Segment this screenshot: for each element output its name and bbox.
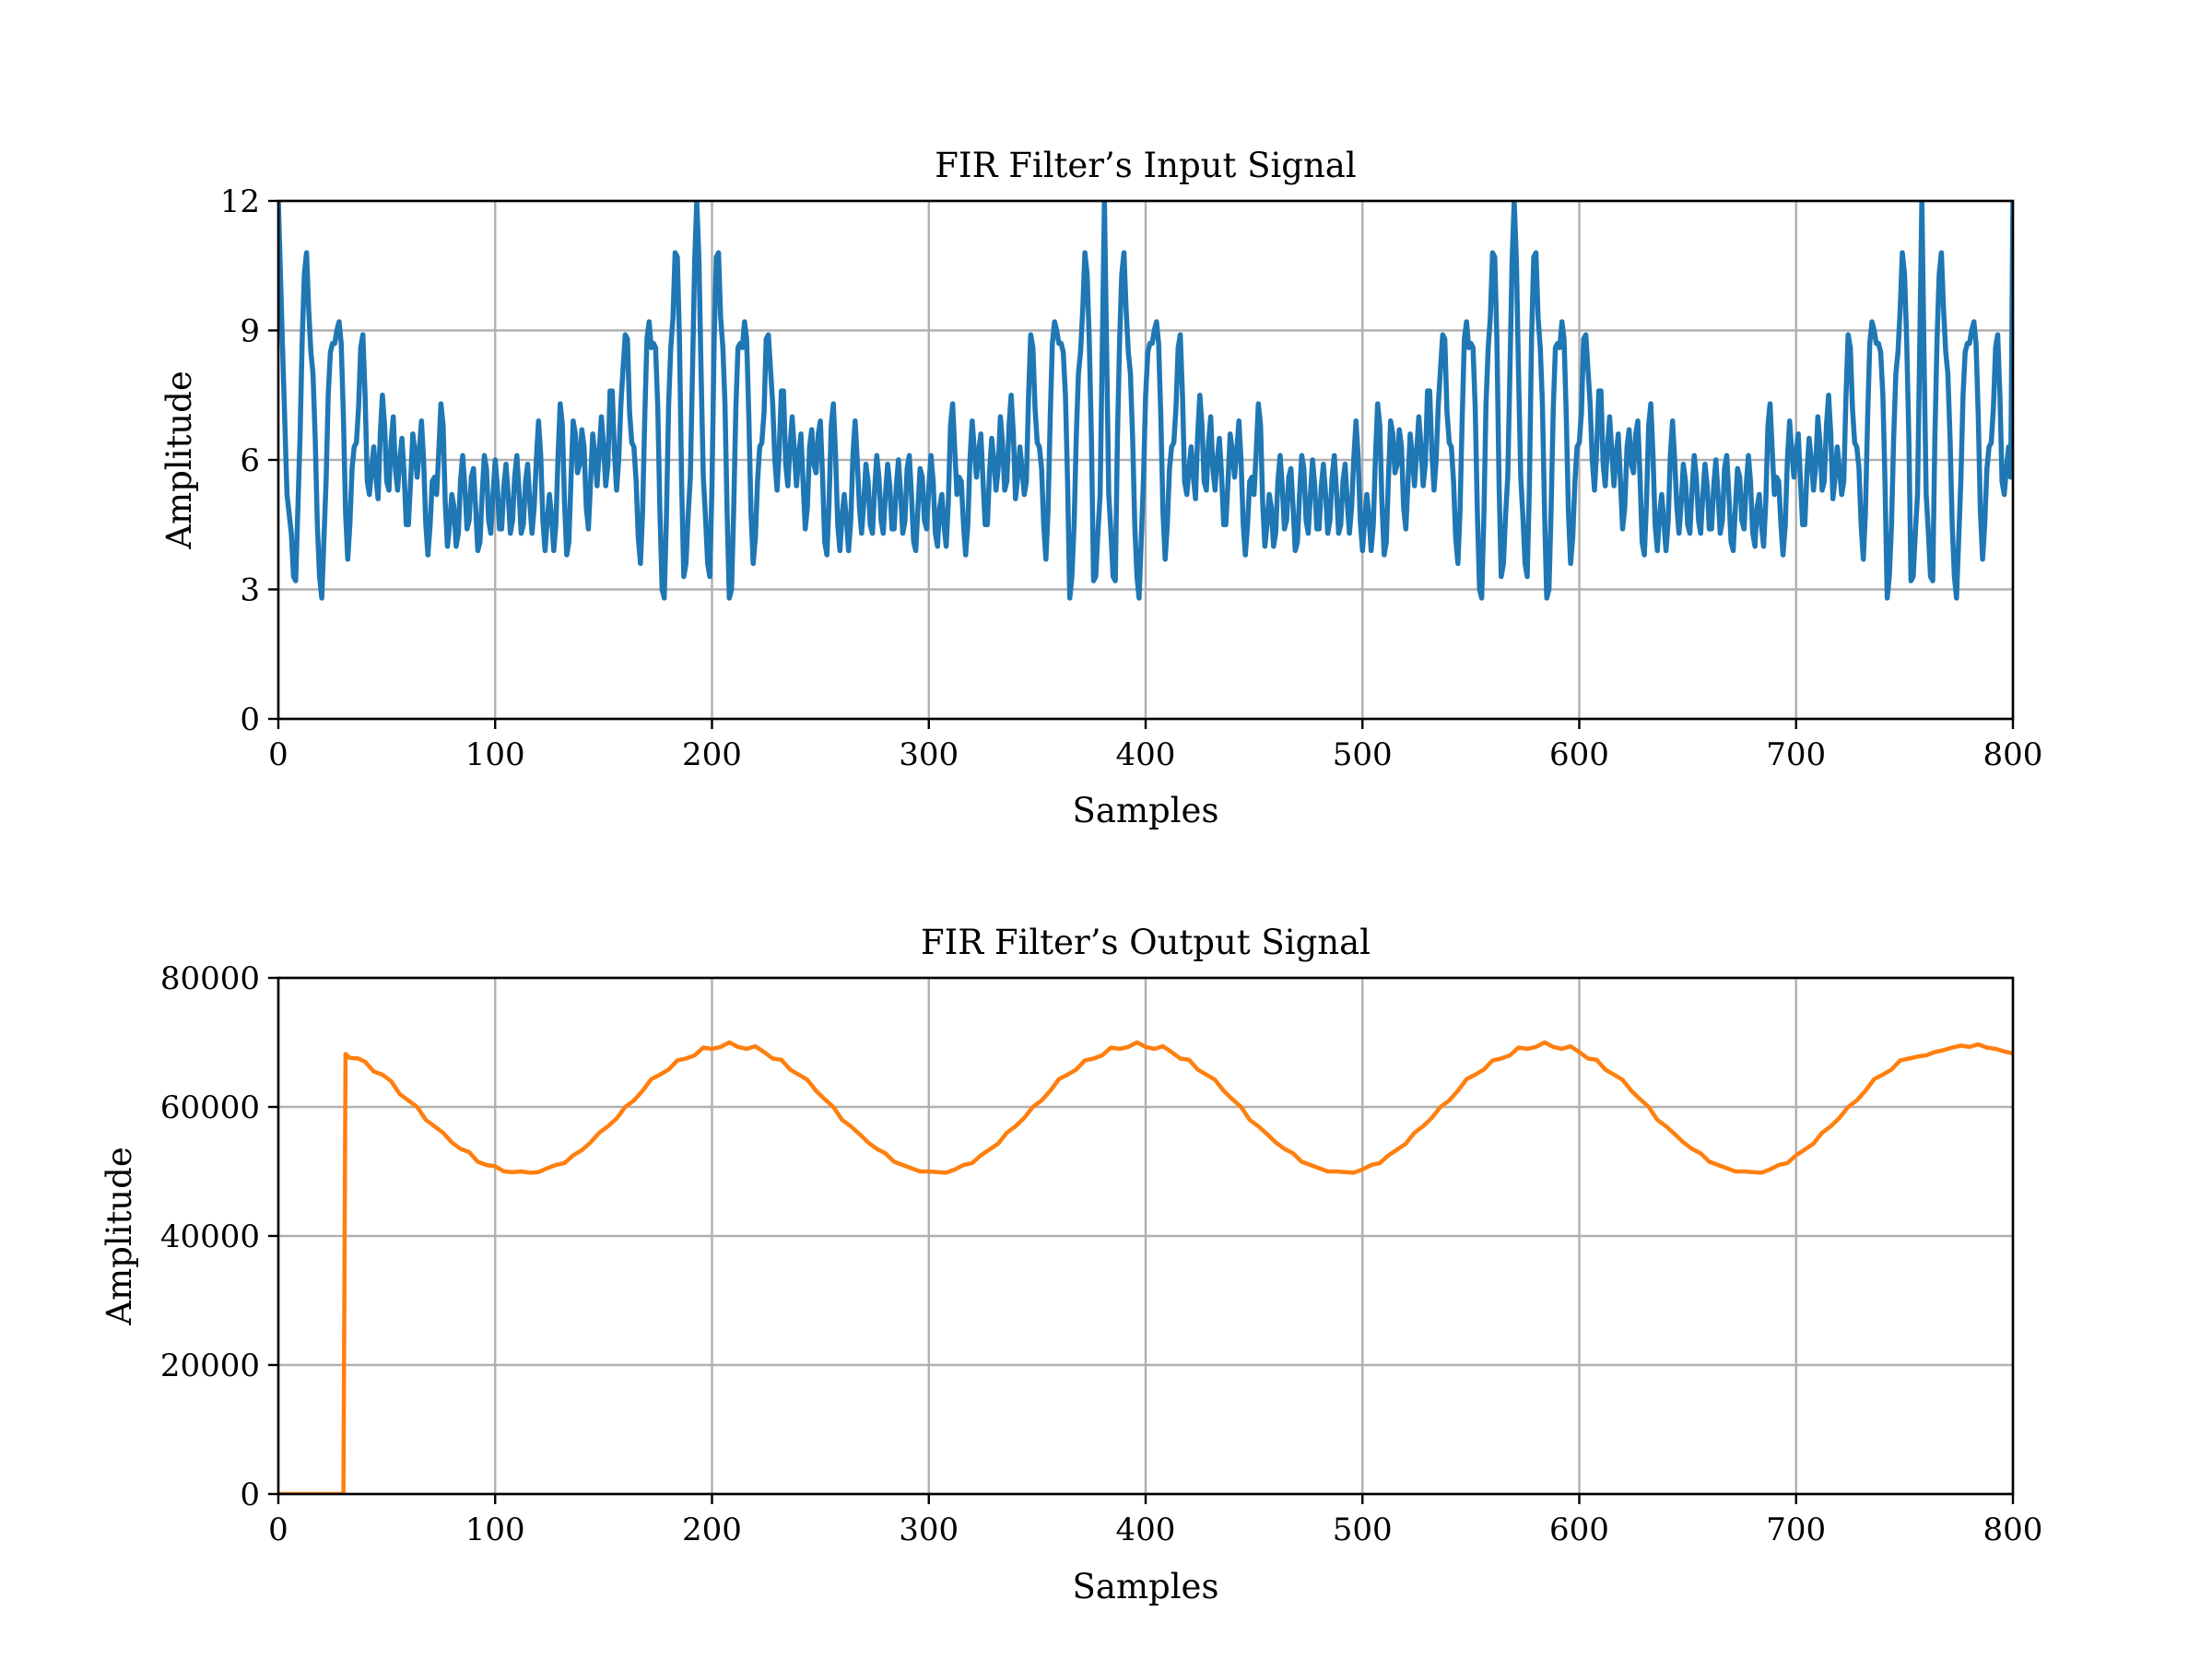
x-tick-label: 500: [1333, 736, 1393, 773]
x-tick-label: 400: [1116, 736, 1176, 773]
x-tick-label: 300: [899, 1512, 959, 1548]
y-tick-label: 20000: [160, 1347, 260, 1384]
x-tick-label: 300: [899, 736, 959, 773]
x-tick-label: 0: [268, 1512, 288, 1548]
x-tick-label: 800: [1983, 736, 2043, 773]
y-tick-label: 0: [240, 1477, 260, 1513]
x-tick-label: 600: [1549, 1512, 1609, 1548]
y-tick-label: 3: [240, 572, 260, 609]
x-tick-label: 700: [1766, 736, 1826, 773]
output-signal-panel: FIR Filter’s Output Signal Samples Ampli…: [100, 923, 2042, 1606]
x-tick-label: 0: [268, 736, 288, 773]
y-tick-label: 0: [240, 701, 260, 738]
x-tick-label: 700: [1766, 1512, 1826, 1548]
y-tick-label: 60000: [160, 1089, 260, 1126]
chart-title: FIR Filter’s Input Signal: [935, 146, 1356, 185]
y-tick-label: 9: [240, 313, 260, 350]
x-axis-label: Samples: [1073, 1567, 1219, 1606]
y-tick-label: 80000: [160, 960, 260, 997]
grid: [276, 976, 2015, 1496]
x-tick-label: 100: [465, 1512, 525, 1548]
chart-title: FIR Filter’s Output Signal: [921, 923, 1371, 962]
ticks: 0 100 200 300 400 500 600 700 800 0 3 6 9 12: [220, 183, 2043, 773]
x-tick-label: 800: [1983, 1512, 2043, 1548]
x-tick-label: 100: [465, 736, 525, 773]
ticks: 0 100 200 300 400 500 600 700 800 0 20000 40000 6000…: [160, 960, 2043, 1548]
x-tick-label: 400: [1116, 1512, 1176, 1548]
x-tick-label: 200: [682, 1512, 742, 1548]
input-signal-panel: FIR Filter’s Input Signal Samples Amplit…: [159, 146, 2042, 830]
series-line-0: [278, 201, 2013, 601]
y-tick-label: 40000: [160, 1218, 260, 1255]
y-tick-label: 6: [240, 442, 260, 479]
y-axis-label: Amplitude: [100, 1147, 139, 1325]
y-tick-label: 12: [220, 183, 260, 220]
series-line-0: [278, 1040, 2013, 1494]
x-axis-label: Samples: [1073, 791, 1219, 830]
x-tick-label: 200: [682, 736, 742, 773]
x-tick-label: 500: [1333, 1512, 1393, 1548]
x-tick-label: 600: [1549, 736, 1609, 773]
y-axis-label: Amplitude: [159, 371, 199, 549]
